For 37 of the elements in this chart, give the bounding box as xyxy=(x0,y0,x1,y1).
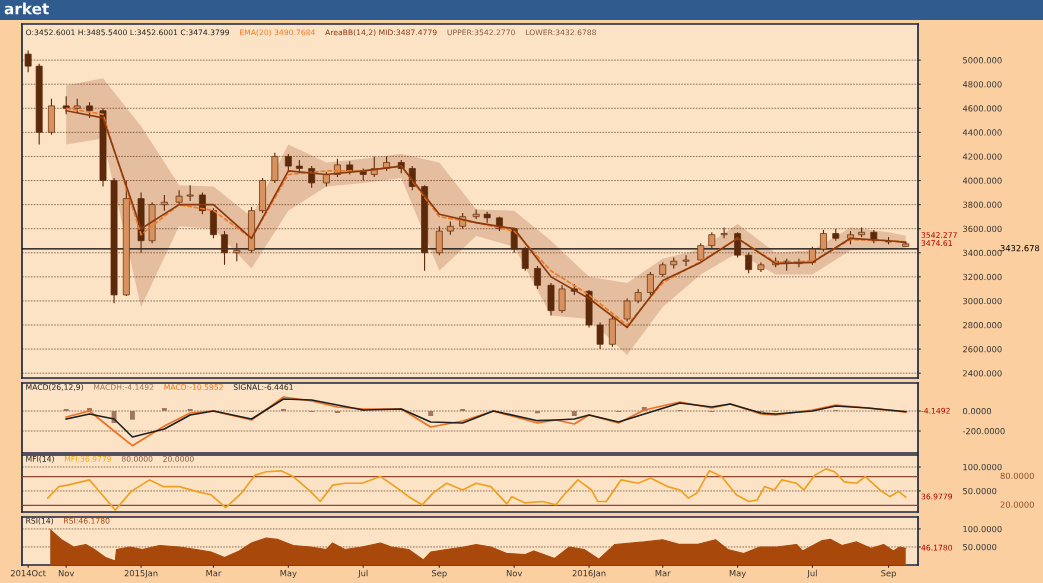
y-tick-label: 3200.000 xyxy=(963,273,1002,281)
x-tick-label: Sep xyxy=(881,570,896,578)
y-tick-label: 4400.000 xyxy=(962,129,1002,136)
y-tick-label: -200.0000 xyxy=(962,427,1005,435)
y-tick-label: 3800.000 xyxy=(963,201,1002,208)
y-tick-label: 0.0000 xyxy=(962,407,992,415)
y-tick-label: 3400.000 xyxy=(963,249,1002,257)
x-tick-label: Nov xyxy=(58,570,75,577)
y-tick-label: 4600.000 xyxy=(962,105,1002,112)
x-tick-label: 2015Jan xyxy=(124,570,158,578)
x-tick-label: Mar xyxy=(206,570,222,577)
x-tick-label: Jul xyxy=(806,569,817,578)
y-tick-label: 2400.000 xyxy=(963,370,1002,377)
x-tick-label: 2014Oct xyxy=(10,570,46,577)
chart-title: arket xyxy=(4,2,49,15)
x-tick-label: May xyxy=(280,570,297,578)
x-tick-label: May xyxy=(729,570,746,578)
y-tick-label: 3000.000 xyxy=(963,297,1002,305)
x-tick-label: Nov xyxy=(506,570,523,577)
x-tick-label: Jul xyxy=(357,569,368,578)
y-tick-label: 4800.000 xyxy=(962,81,1002,88)
y-tick-label: 2800.000 xyxy=(963,322,1002,329)
y-tick-label: 4000.000 xyxy=(962,177,1002,184)
y-tick-label: 100.0000 xyxy=(963,463,1002,471)
x-tick-label: Mar xyxy=(655,570,671,577)
ref-line-label: 20.0000 xyxy=(1000,501,1034,508)
y-tick-label: 5000.000 xyxy=(963,57,1002,64)
y-tick-label: 3600.000 xyxy=(963,225,1002,232)
y-tick-label: 2600.000 xyxy=(963,346,1002,353)
y-tick-label: 4200.000 xyxy=(962,153,1002,160)
ref-line-label: 80.0000 xyxy=(1000,472,1034,479)
y-tick-label: 100.0000 xyxy=(963,525,1002,533)
ref-line-label: 3432.678 xyxy=(1000,244,1040,252)
x-tick-label: 2016Jan xyxy=(572,570,606,578)
y-tick-label: 50.0000 xyxy=(963,487,997,495)
y-tick-label: 50.0000 xyxy=(963,543,997,551)
x-tick-label: Sep xyxy=(432,570,447,578)
